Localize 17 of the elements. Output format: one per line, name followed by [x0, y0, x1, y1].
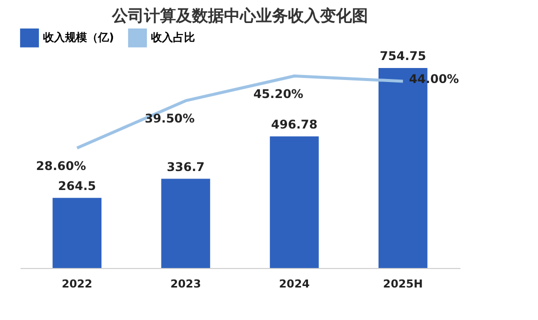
- data-label: 754.75: [380, 49, 426, 63]
- data-label: 336.7: [166, 160, 205, 174]
- x-tick-label: 2025H: [383, 278, 423, 290]
- bar: [52, 198, 102, 268]
- data-label: 39.50%: [144, 112, 195, 126]
- data-label: 28.60%: [36, 159, 86, 173]
- legend-label: 收入占比: [151, 30, 195, 44]
- legend-label: 收入规模（亿): [43, 30, 114, 44]
- x-tick-label: 2022: [62, 278, 92, 290]
- x-tick-label: 2024: [279, 278, 310, 290]
- data-label: 496.78: [271, 117, 318, 132]
- bar: [270, 136, 319, 268]
- data-label: 264.5: [58, 178, 96, 193]
- data-label: 45.20%: [253, 87, 304, 101]
- chart-title: 公司计算及数据中心业务收入变化图: [111, 6, 368, 25]
- bar: [161, 178, 210, 268]
- x-tick-label: 2023: [170, 278, 201, 290]
